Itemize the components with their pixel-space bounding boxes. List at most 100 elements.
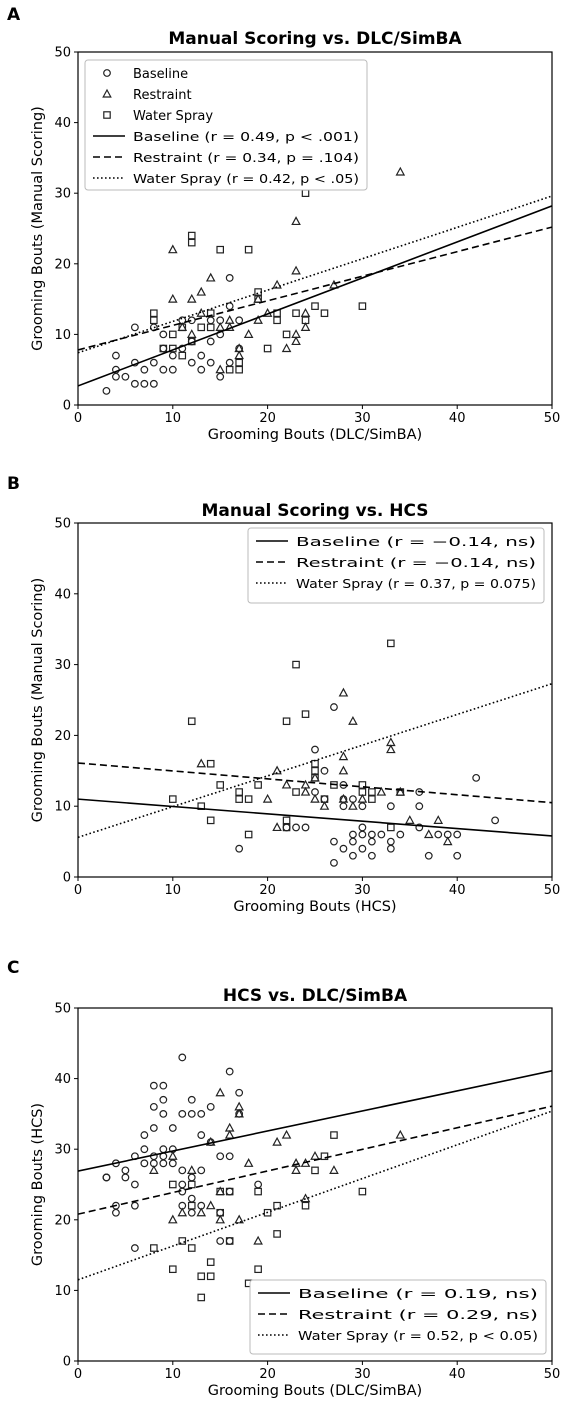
point-baseline [358, 830, 367, 839]
point-baseline [112, 1208, 120, 1217]
point-restraint [291, 1165, 301, 1174]
point-baseline [358, 844, 367, 853]
point-restraint [205, 1200, 216, 1210]
point-water-spray [368, 795, 376, 803]
point-baseline [282, 823, 291, 832]
point-restraint [300, 786, 311, 796]
point-water-spray [159, 344, 168, 353]
point-baseline [206, 1102, 215, 1111]
x-axis-label: Grooming Bouts (DLC/SimBA) [208, 1383, 422, 1399]
point-water-spray [225, 365, 234, 374]
point-baseline [225, 1152, 234, 1161]
chart-title: Manual Scoring vs. HCS [201, 501, 428, 521]
point-baseline [386, 802, 395, 811]
point-baseline [112, 351, 120, 360]
x-axis-label: Grooming Bouts (DLC/SimBA) [208, 427, 422, 443]
point-water-spray [358, 781, 367, 789]
y-axis-label: Grooming Bouts (Manual Scoring) [30, 578, 46, 823]
point-baseline [206, 337, 215, 346]
point-baseline [149, 358, 158, 367]
point-baseline [159, 1109, 168, 1118]
point-water-spray [206, 323, 215, 332]
point-water-spray [178, 323, 187, 332]
plot-frame [77, 51, 553, 406]
point-water-spray [301, 316, 310, 325]
markers [102, 1053, 406, 1302]
point-restraint [338, 687, 349, 697]
x-tick-label: 40 [449, 883, 466, 898]
point-baseline [187, 358, 196, 367]
x-tick-label: 30 [354, 411, 371, 426]
y-tick-label: 10 [54, 1284, 71, 1299]
point-water-spray [368, 788, 376, 796]
panel-c: C HCS vs. DLC/SimBA 0 10 20 30 40 50 0 10 20 30 40 50… [7, 958, 560, 1399]
point-restraint [215, 364, 226, 374]
legend-label: Water Spray (r = 0.52, p < 0.05) [298, 1328, 538, 1343]
point-baseline [121, 1173, 130, 1182]
point-baseline [168, 1159, 177, 1168]
point-water-spray [311, 774, 319, 782]
point-baseline [159, 365, 168, 374]
point-restraint [205, 1136, 216, 1146]
point-baseline [168, 365, 177, 374]
point-water-spray [254, 295, 262, 303]
point-restraint [205, 272, 216, 282]
point-water-spray [396, 788, 405, 796]
panel-a: A Manual Scoring vs. DLC/SimBA 0 10 20 30 40 50… [7, 5, 560, 443]
point-baseline [178, 1180, 187, 1189]
point-water-spray [273, 1230, 281, 1238]
point-restraint [395, 166, 406, 176]
point-baseline [130, 1244, 139, 1252]
fit-line-baseline [78, 205, 552, 387]
point-water-spray [187, 231, 196, 240]
point-water-spray [235, 365, 243, 374]
point-restraint [395, 1129, 406, 1139]
point-restraint [338, 765, 349, 775]
y-axis-label: Grooming Bouts (HCS) [30, 1103, 46, 1266]
point-restraint [300, 779, 311, 789]
point-baseline [130, 1201, 139, 1210]
y-tick-label: 30 [54, 187, 71, 202]
point-water-spray [197, 323, 206, 332]
point-water-spray [206, 816, 215, 825]
point-water-spray [254, 1187, 262, 1196]
point-baseline [197, 365, 206, 374]
point-water-spray [263, 344, 272, 353]
legend: Baseline (r = 0.19, ns) Restraint (r = 0.… [249, 1279, 547, 1355]
point-baseline [415, 802, 424, 811]
x-tick-label: 20 [259, 883, 276, 898]
point-water-spray [358, 302, 367, 310]
point-restraint [423, 829, 434, 839]
point-water-spray [282, 816, 291, 825]
legend-marker-square [103, 111, 111, 119]
point-baseline [415, 823, 424, 832]
point-water-spray [197, 1293, 206, 1302]
point-water-spray [225, 1237, 234, 1245]
legend-marker-triangle [102, 88, 112, 98]
point-restraint [186, 293, 197, 303]
markers [169, 639, 500, 867]
point-baseline [358, 823, 367, 832]
point-baseline [367, 837, 376, 846]
point-water-spray [292, 788, 300, 796]
legend-label: Restraint (r = 0.29, ns) [298, 1307, 538, 1322]
point-baseline [121, 1166, 130, 1175]
point-baseline [187, 1173, 196, 1182]
point-water-spray [225, 1187, 234, 1196]
point-water-spray [178, 1237, 187, 1245]
point-water-spray [301, 189, 310, 198]
legend-label: Baseline [133, 67, 188, 82]
point-water-spray [169, 1180, 177, 1189]
point-baseline [149, 1081, 158, 1090]
point-water-spray [282, 330, 291, 339]
point-baseline [235, 844, 244, 853]
point-restraint [300, 1193, 311, 1203]
legend-label: Restraint (r = −0.14, ns) [296, 555, 536, 570]
point-baseline [130, 1180, 139, 1189]
x-tick-label: 30 [354, 1367, 371, 1382]
point-water-spray [197, 1272, 206, 1281]
fit-line-baseline [78, 798, 552, 837]
point-baseline [168, 351, 177, 360]
x-tick-label: 20 [259, 411, 276, 426]
point-baseline [178, 1166, 187, 1175]
